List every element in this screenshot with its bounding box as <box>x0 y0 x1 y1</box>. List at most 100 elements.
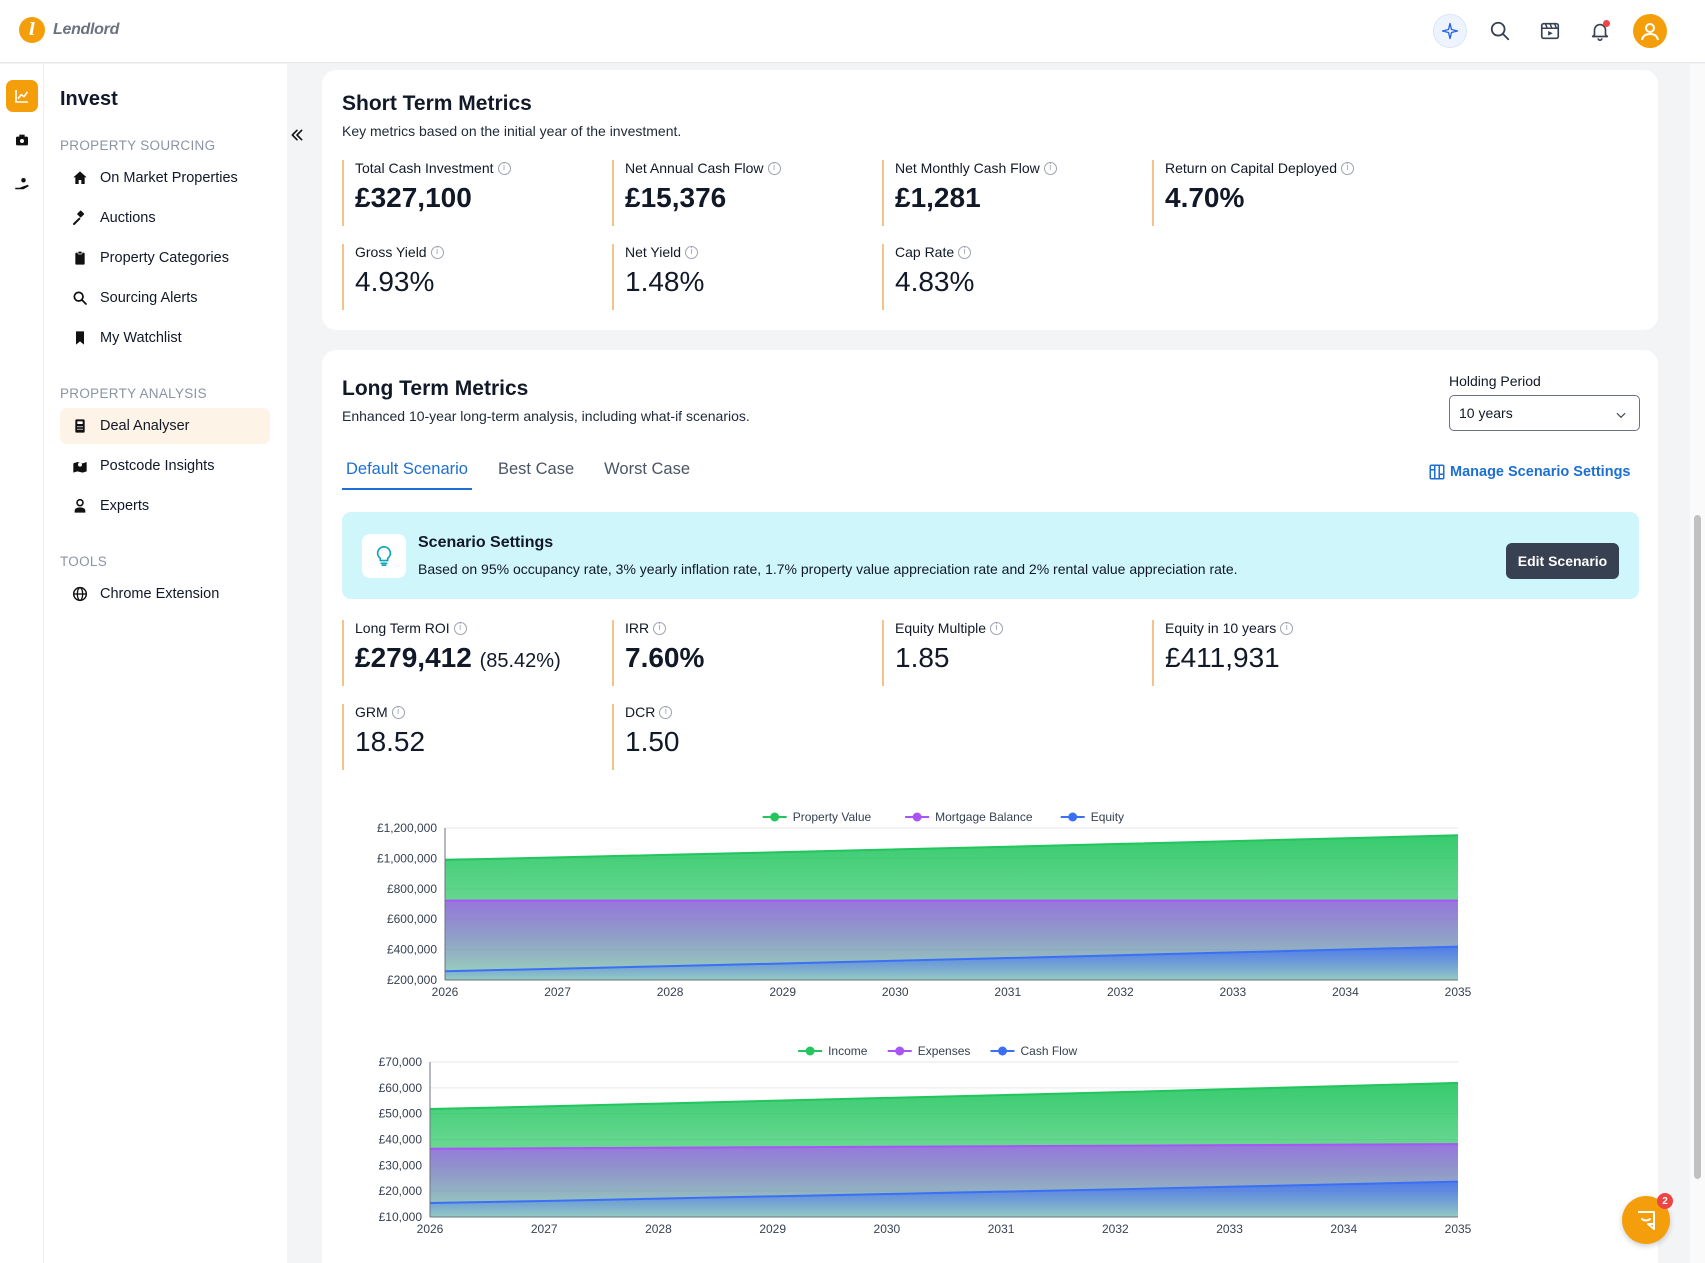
holding-period-select[interactable]: 10 years <box>1449 395 1640 431</box>
metric-long-term-roi: Long Term ROI i £279,412 (85.42%) <box>342 620 561 686</box>
x-tick-label: 2032 <box>1107 985 1134 999</box>
long-term-title: Long Term Metrics <box>342 377 529 400</box>
brand-logo[interactable]: l Lendlord <box>19 17 119 43</box>
tab-worst-case[interactable]: Worst Case <box>604 460 691 478</box>
hand-coin-icon <box>15 178 29 190</box>
sidebar-item-auctions[interactable]: Auctions <box>60 200 270 236</box>
metric-label: Return on Capital Deployed <box>1165 160 1337 176</box>
sidebar-item-sourcing-alerts[interactable]: Sourcing Alerts <box>60 280 270 316</box>
info-icon[interactable]: i <box>1280 621 1294 635</box>
sidebar-item-on-market-properties[interactable]: On Market Properties <box>60 160 270 196</box>
lightbulb-icon <box>376 546 392 566</box>
user-icon <box>1641 23 1659 41</box>
info-icon[interactable]: i <box>653 621 667 635</box>
sidebar: Invest PROPERTY SOURCING On Market Prope… <box>44 64 287 1263</box>
sidebar-item-label: Auctions <box>100 210 156 226</box>
chat-launcher-button[interactable]: 2 <box>1622 1193 1673 1244</box>
info-icon[interactable]: i <box>453 621 467 635</box>
tab-default-scenario[interactable]: Default Scenario <box>342 456 472 490</box>
chevron-down-icon <box>1616 412 1626 419</box>
x-tick-label: 2028 <box>645 1222 672 1236</box>
legend-item-0[interactable]: Property Value <box>762 810 872 824</box>
legend-label: Mortgage Balance <box>935 810 1033 824</box>
chart-line-icon <box>15 90 28 103</box>
info-icon[interactable]: i <box>1043 161 1057 175</box>
videos-button[interactable] <box>1533 14 1567 48</box>
y-tick-label: £800,000 <box>387 882 437 896</box>
legend-item-2[interactable]: Cash Flow <box>990 1044 1078 1058</box>
rail-finance[interactable] <box>6 168 38 200</box>
sidebar-item-property-categories[interactable]: Property Categories <box>60 240 270 276</box>
metric-value: 1.48% <box>625 266 705 297</box>
x-tick-label: 2030 <box>882 985 909 999</box>
sidebar-item-label: Postcode Insights <box>100 458 215 474</box>
series-area-2 <box>445 946 1458 980</box>
metric-net-annual-cash-flow: Net Annual Cash Flow i £15,376 <box>612 160 781 226</box>
metric-value: £1,281 <box>895 182 981 213</box>
metric-cap-rate: Cap Rate i 4.83% <box>882 244 974 310</box>
search-button[interactable] <box>1483 14 1517 48</box>
user-avatar[interactable] <box>1633 14 1667 48</box>
camera-icon <box>16 134 28 146</box>
bell-icon <box>1591 23 1609 41</box>
tab-best-case[interactable]: Best Case <box>498 460 575 478</box>
info-icon[interactable]: i <box>767 161 781 175</box>
legend-label: Equity <box>1091 810 1124 824</box>
info-icon[interactable]: i <box>430 245 444 259</box>
info-icon[interactable]: i <box>1341 161 1354 175</box>
x-tick-label: 2026 <box>417 1222 444 1236</box>
notifications-button[interactable] <box>1583 14 1617 48</box>
rail-portfolio[interactable] <box>6 124 38 156</box>
rail-invest[interactable] <box>6 80 38 112</box>
short-term-metrics-card <box>322 70 1658 330</box>
y-tick-label: £70,000 <box>379 1055 423 1069</box>
info-icon[interactable]: i <box>685 245 699 259</box>
y-tick-label: £600,000 <box>387 912 437 926</box>
legend-item-0[interactable]: Income <box>798 1044 868 1058</box>
legend-label: Expenses <box>918 1044 971 1058</box>
metric-label: GRM <box>355 704 388 720</box>
info-icon[interactable]: i <box>659 705 673 719</box>
sparkle-icon <box>1441 22 1459 40</box>
sidebar-item-my-watchlist[interactable]: My Watchlist <box>60 320 270 356</box>
info-icon[interactable]: i <box>497 161 511 175</box>
sidebar-item-postcode-insights[interactable]: Postcode Insights <box>60 448 270 484</box>
x-tick-label: 2035 <box>1445 985 1472 999</box>
sidebar-item-experts[interactable]: Experts <box>60 488 270 524</box>
manage-scenario-settings-link[interactable]: Manage Scenario Settings <box>1428 463 1631 481</box>
short-term-subtitle: Key metrics based on the initial year of… <box>342 123 682 139</box>
x-tick-label: 2034 <box>1330 1222 1357 1236</box>
video-clapper-icon <box>1540 22 1560 40</box>
notification-dot <box>1603 20 1610 27</box>
map-pin-icon <box>73 462 87 473</box>
legend-item-2[interactable]: Equity <box>1060 810 1124 824</box>
metric-label: Net Yield <box>625 244 682 260</box>
edit-scenario-button[interactable]: Edit Scenario <box>1506 543 1619 579</box>
cash-flow-chart: £70,000 £60,000 £50,000 £40,000 £30,000 £20,0… <box>379 1044 1472 1236</box>
info-icon[interactable]: i <box>990 621 1004 635</box>
scrollbar-thumb[interactable] <box>1694 515 1701 1179</box>
clipboard-icon <box>75 251 85 265</box>
property-value-chart: £1,200,000 £1,000,000 £800,000 £600,000 £400… <box>377 810 1472 999</box>
calculator-icon <box>75 419 85 433</box>
bookmark-icon <box>76 331 84 345</box>
lightbulb-icon-box <box>362 534 406 578</box>
metric-value: 1.85 <box>895 642 950 673</box>
info-icon[interactable]: i <box>958 245 972 259</box>
top-bar: l Lendlord <box>0 0 1705 63</box>
legend-item-1[interactable]: Mortgage Balance <box>905 810 1033 824</box>
sidebar-item-chrome-extension[interactable]: Chrome Extension <box>60 576 270 612</box>
banner-title: Scenario Settings <box>418 534 554 551</box>
y-tick-label: £200,000 <box>387 973 437 987</box>
metric-value: 1.50 <box>625 726 680 757</box>
metric-return-on-capital-deployed: Return on Capital Deployed i 4.70% <box>1152 160 1354 226</box>
ai-assistant-button[interactable] <box>1433 14 1467 48</box>
sidebar-item-deal-analyser[interactable]: Deal Analyser <box>60 408 270 444</box>
collapse-sidebar-button[interactable] <box>286 124 308 146</box>
series-line-2 <box>444 945 1459 973</box>
gavel-icon <box>73 210 85 225</box>
series-line-0 <box>444 834 1459 861</box>
info-icon[interactable]: i <box>391 705 405 719</box>
metric-label: Equity in 10 years <box>1165 620 1277 636</box>
legend-item-1[interactable]: Expenses <box>887 1044 971 1058</box>
